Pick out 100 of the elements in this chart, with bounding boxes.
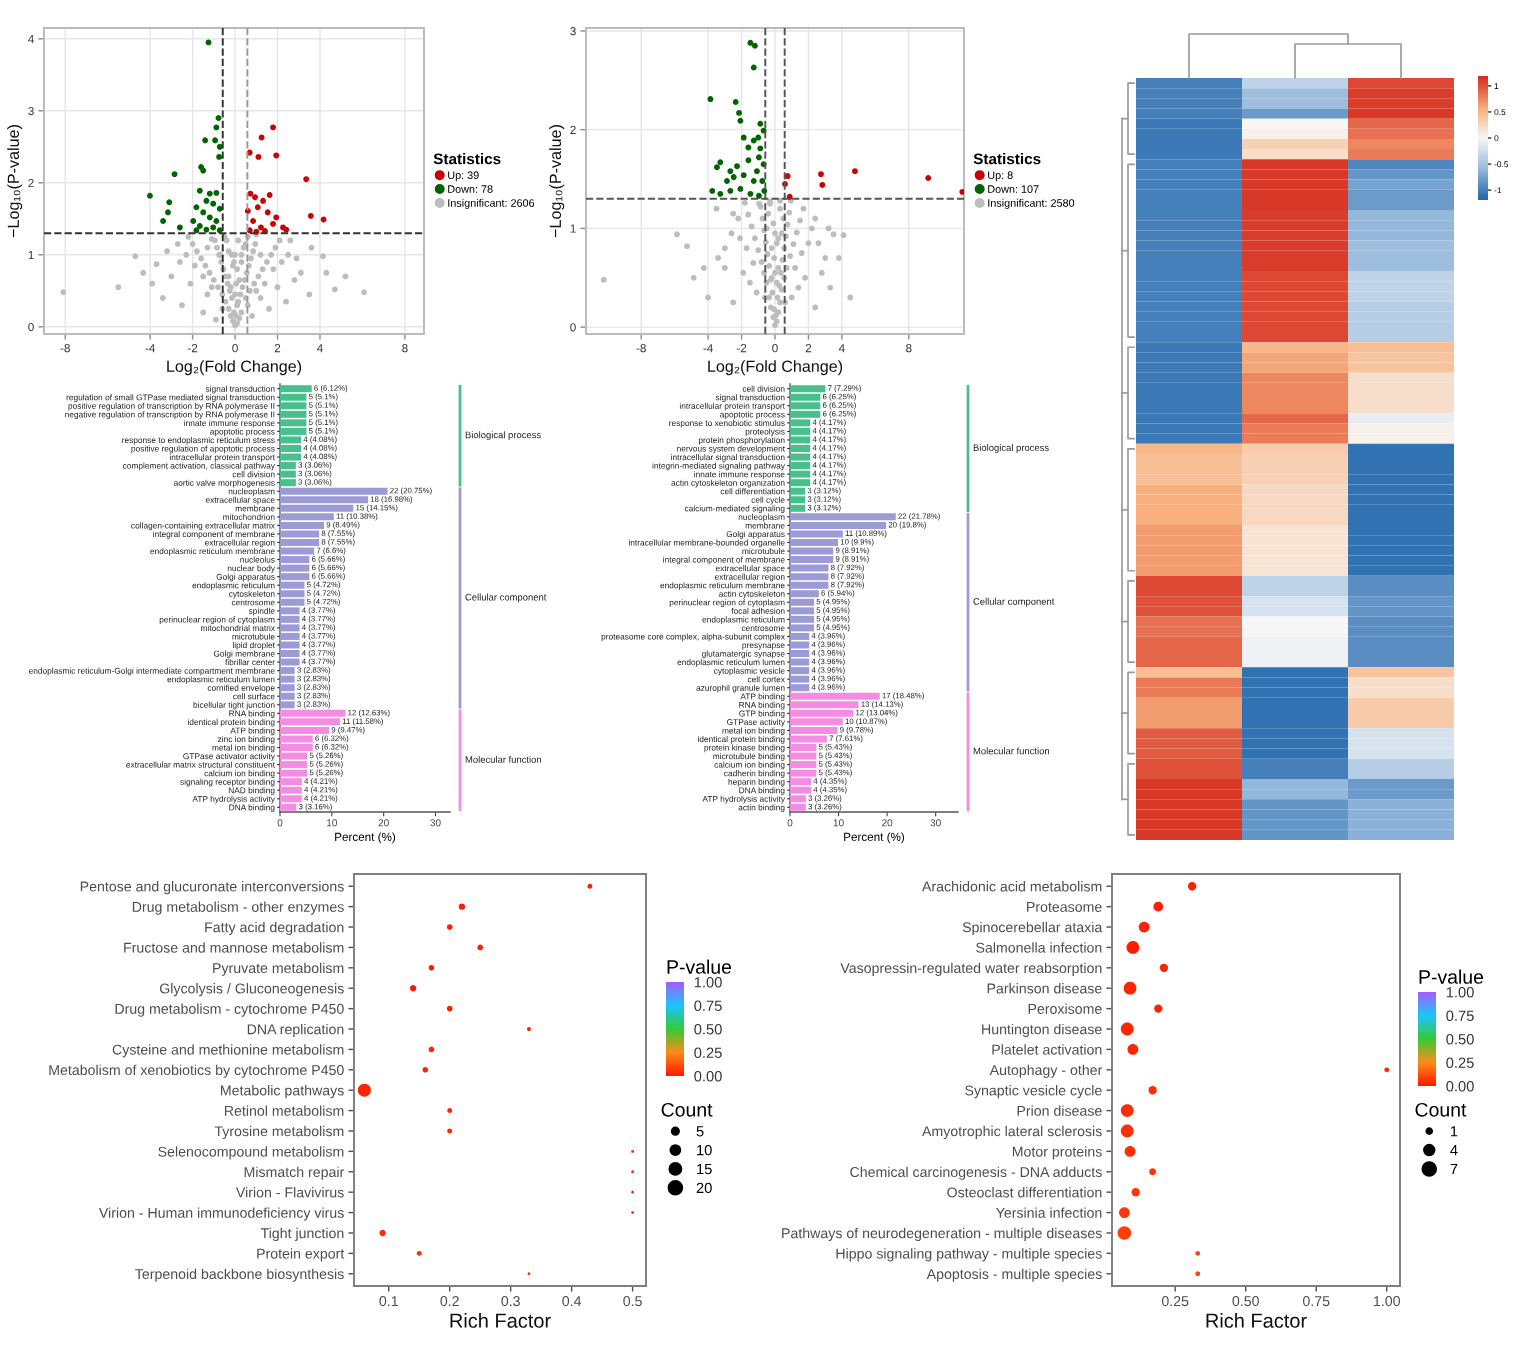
bar — [280, 462, 296, 470]
bar — [280, 470, 296, 478]
bar — [280, 684, 295, 692]
bar — [790, 513, 896, 521]
bar — [280, 564, 310, 572]
bar — [280, 692, 295, 700]
bar — [280, 547, 315, 555]
point — [709, 187, 716, 194]
bar — [790, 803, 806, 811]
bar — [280, 786, 302, 794]
bar — [790, 752, 817, 760]
bar — [280, 479, 296, 487]
bar — [280, 487, 388, 495]
bar — [280, 598, 305, 606]
point — [759, 178, 766, 184]
legend-title: Count — [661, 1102, 713, 1117]
bar — [790, 410, 821, 418]
point — [717, 159, 724, 166]
bar — [790, 427, 811, 435]
point — [740, 172, 747, 179]
bar — [280, 556, 310, 564]
bar — [790, 470, 811, 478]
bar — [280, 427, 307, 435]
point — [730, 174, 737, 180]
bar — [790, 556, 834, 564]
point — [736, 109, 742, 116]
bar — [790, 581, 829, 589]
bar — [280, 658, 300, 666]
x-axis-title: Rich Factor — [450, 1313, 551, 1328]
point — [818, 171, 824, 178]
bar — [790, 761, 817, 769]
x-axis-title: Rich Factor — [1206, 1313, 1307, 1328]
bar — [280, 590, 305, 598]
bar — [790, 632, 810, 640]
bar — [790, 607, 815, 615]
point — [737, 185, 744, 192]
bar — [280, 393, 307, 401]
bar — [790, 795, 806, 803]
bar — [280, 453, 302, 461]
point — [757, 120, 764, 127]
point — [707, 96, 714, 103]
bar — [280, 402, 307, 410]
bar — [280, 752, 308, 760]
color-bar-title: P-value — [1419, 969, 1484, 984]
bar — [790, 615, 815, 623]
point — [852, 168, 858, 175]
point — [745, 157, 752, 164]
bar — [280, 675, 295, 683]
point — [747, 190, 754, 197]
bar — [280, 641, 300, 649]
point — [925, 175, 932, 181]
bar — [790, 658, 810, 666]
bar — [280, 803, 297, 811]
bar — [790, 547, 834, 555]
bar — [790, 504, 806, 512]
color-bar-title: P-value — [667, 959, 732, 974]
bar — [280, 385, 312, 393]
bar — [280, 410, 307, 418]
bar — [790, 769, 817, 777]
point — [727, 187, 734, 194]
bar — [790, 726, 838, 734]
bar — [790, 453, 811, 461]
bar — [280, 581, 305, 589]
point — [756, 192, 762, 199]
bar — [280, 607, 300, 615]
point — [755, 134, 762, 141]
point — [819, 182, 826, 188]
bar — [790, 462, 811, 470]
bar — [280, 709, 346, 717]
point — [727, 168, 734, 175]
point — [714, 164, 720, 171]
bar — [280, 615, 300, 623]
bar — [280, 573, 310, 581]
point — [732, 99, 739, 105]
point — [717, 190, 724, 197]
bar — [790, 641, 810, 649]
bar — [790, 564, 829, 572]
bar — [790, 709, 854, 717]
bar — [790, 487, 806, 495]
point — [750, 64, 757, 71]
point — [737, 117, 744, 124]
point — [734, 163, 740, 170]
bar — [280, 624, 300, 632]
point — [747, 39, 754, 46]
bar — [280, 761, 308, 769]
bar — [280, 632, 300, 640]
bar — [790, 667, 810, 675]
bar — [280, 769, 308, 777]
point — [745, 144, 752, 151]
bar — [790, 598, 815, 606]
point — [215, 115, 222, 121]
point — [756, 154, 762, 161]
x-axis-title: Log₂(Fold Change) — [708, 360, 843, 376]
bar — [280, 718, 341, 726]
bar — [280, 667, 295, 675]
bar — [790, 385, 826, 393]
bar — [790, 692, 880, 700]
legend-title: Count — [1415, 1102, 1467, 1117]
bar — [790, 624, 815, 632]
bar — [790, 573, 829, 581]
